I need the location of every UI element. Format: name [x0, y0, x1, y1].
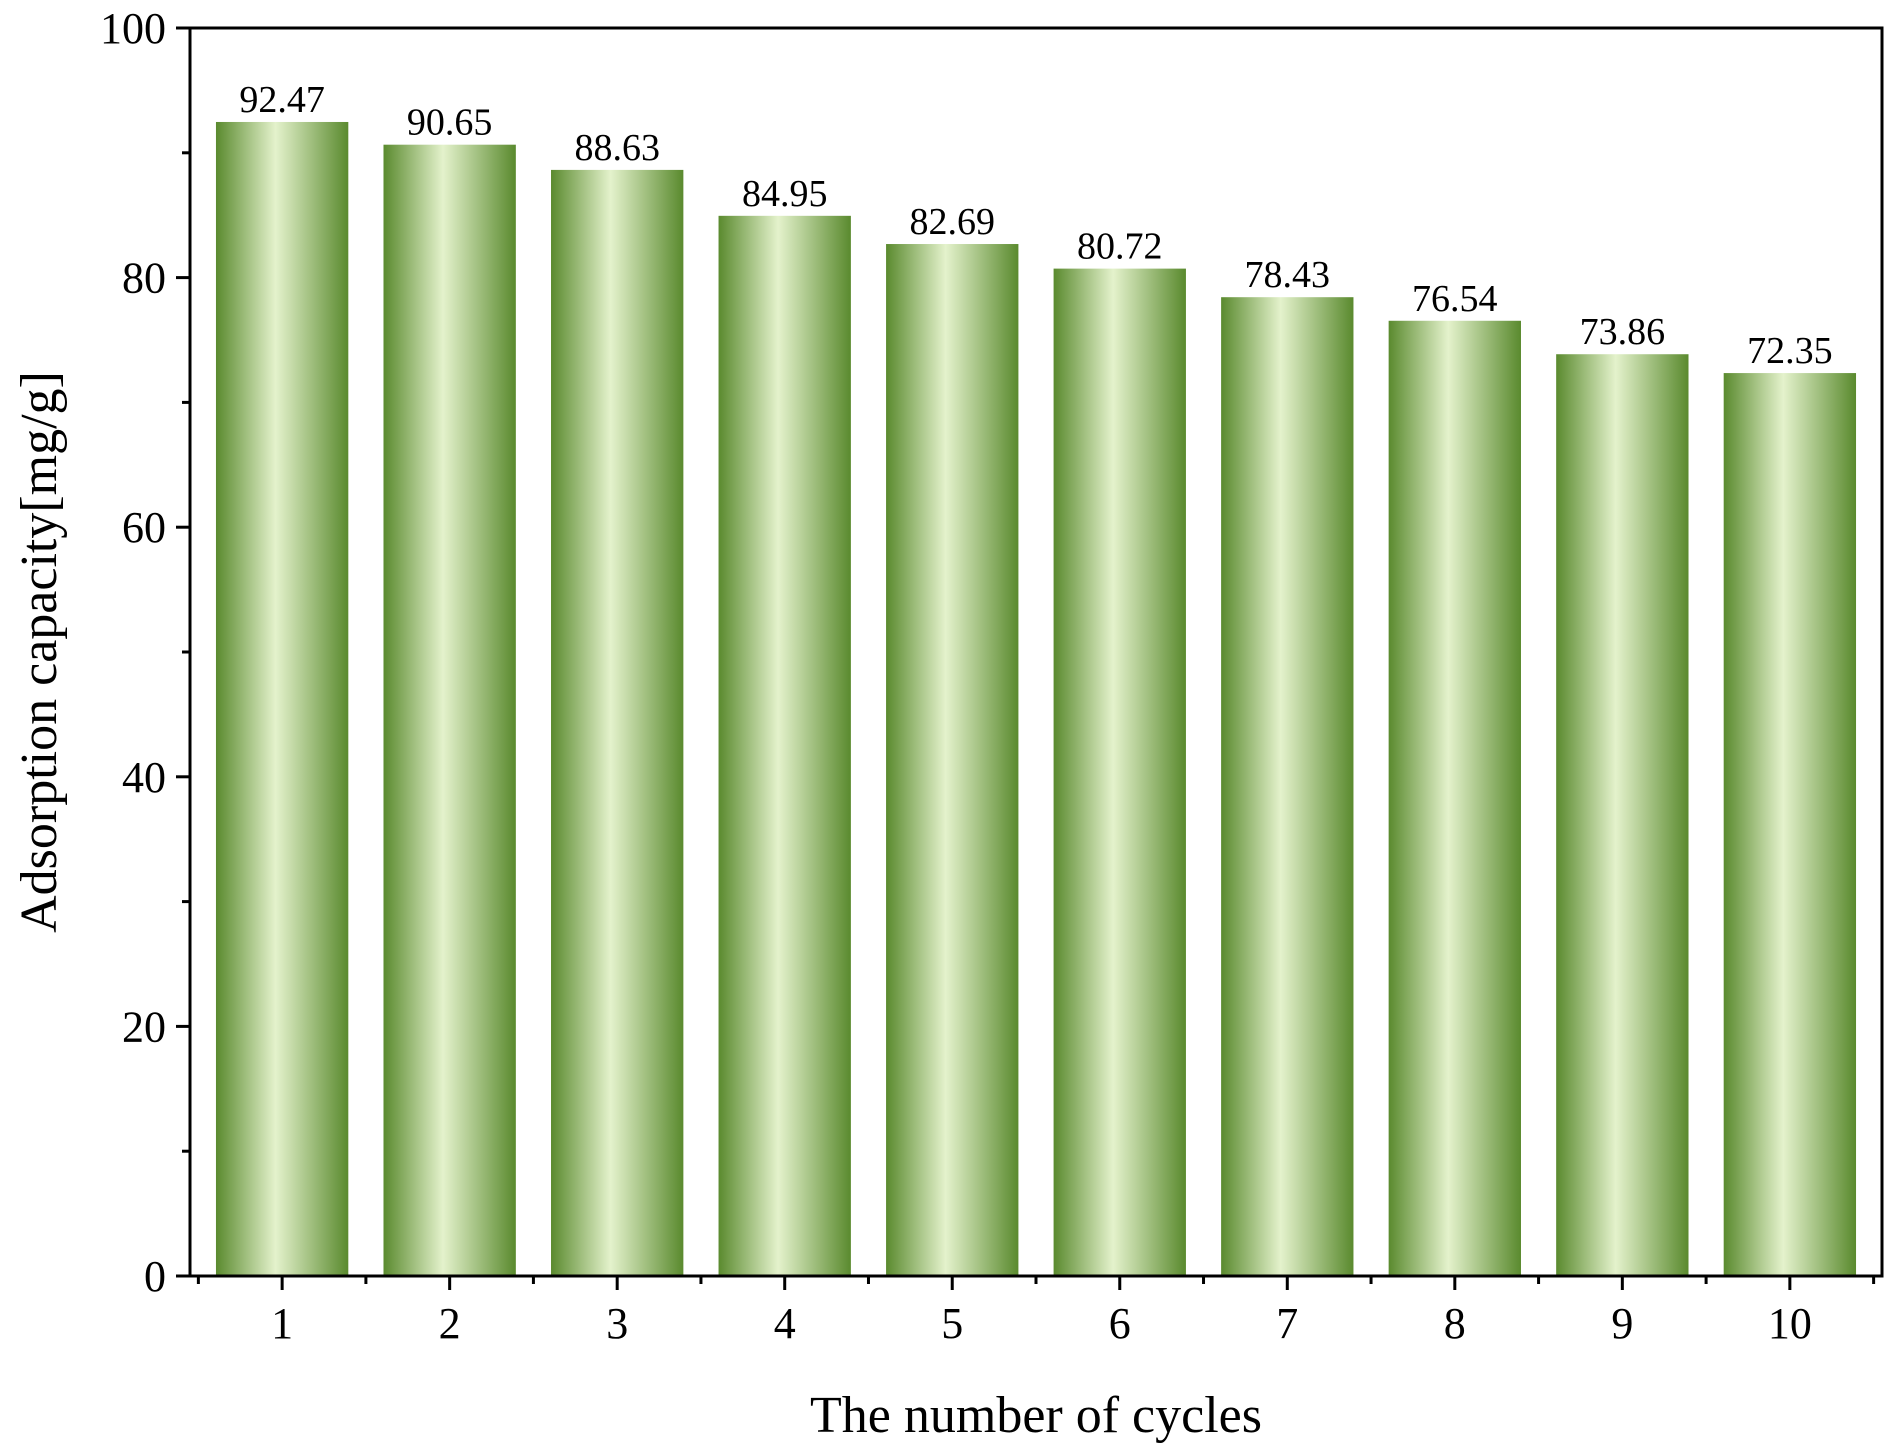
bar-9 [1556, 354, 1689, 1277]
bar-10 [1723, 373, 1857, 1276]
x-tick-label: 4 [774, 1299, 796, 1348]
bar-5 [886, 244, 1019, 1276]
data-label-10: 72.35 [1747, 330, 1833, 372]
x-axis-title: The number of cycles [810, 1387, 1262, 1444]
x-tick-label: 1 [271, 1299, 293, 1348]
x-tick-label: 7 [1276, 1299, 1298, 1348]
bar-8 [1388, 320, 1521, 1277]
y-tick-label: 60 [122, 503, 166, 552]
x-tick-label: 3 [606, 1299, 628, 1348]
y-tick-label: 40 [122, 753, 166, 802]
x-tick-label: 2 [439, 1299, 461, 1348]
x-tick-label: 8 [1444, 1299, 1466, 1348]
data-label-3: 88.63 [574, 127, 660, 169]
data-label-9: 73.86 [1580, 311, 1666, 353]
data-label-6: 80.72 [1077, 226, 1163, 268]
bar-6 [1053, 268, 1186, 1277]
x-tick-label: 10 [1768, 1299, 1812, 1348]
y-tick-label: 80 [122, 254, 166, 303]
data-labels-layer: 92.47 90.65 88.63 84.95 82.69 80.72 78.43 76.54… [239, 79, 1832, 372]
bars-layer [215, 121, 1857, 1277]
y-tick-label: 0 [144, 1252, 166, 1301]
bar-3 [551, 169, 684, 1277]
data-label-7: 78.43 [1245, 254, 1331, 296]
x-tick-label: 6 [1109, 1299, 1131, 1348]
data-label-1: 92.47 [239, 79, 325, 121]
data-label-2: 90.65 [407, 102, 493, 144]
y-tick-label: 20 [122, 1002, 166, 1051]
bar-7 [1221, 297, 1354, 1276]
data-label-4: 84.95 [742, 173, 828, 215]
data-label-8: 76.54 [1412, 278, 1498, 320]
y-axis-title: Adsorption capacity[mg/g] [11, 371, 68, 933]
axes-layer: 0 20 40 60 80 100 1 2 3 4 5 6 7 8 9 10 [100, 4, 1884, 1348]
bar-4 [718, 215, 851, 1277]
bar-1 [215, 121, 349, 1277]
bar-2 [383, 144, 516, 1277]
data-label-5: 82.69 [909, 201, 995, 243]
x-tick-label: 5 [941, 1299, 963, 1348]
x-tick-label: 9 [1611, 1299, 1633, 1348]
y-tick-label: 100 [100, 4, 166, 53]
